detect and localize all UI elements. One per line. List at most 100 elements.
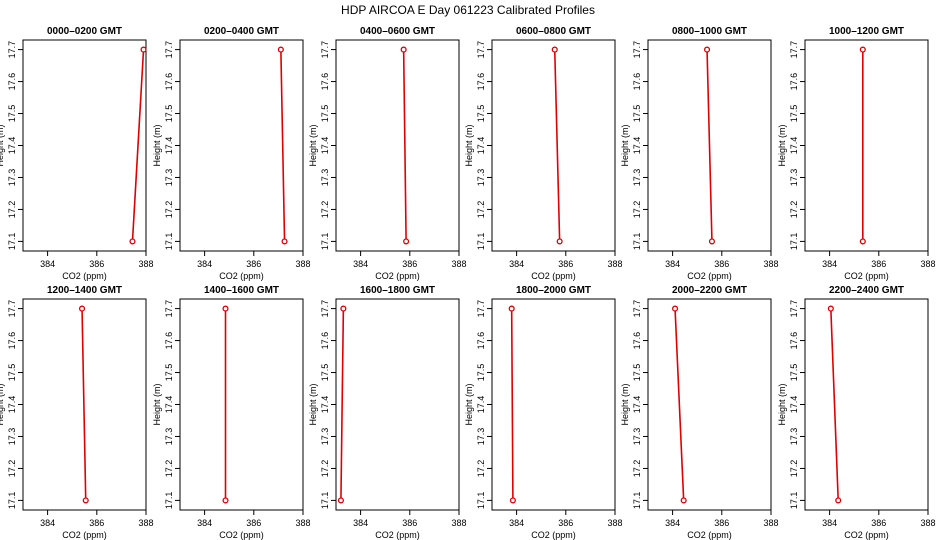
x-tick-label: 388 — [295, 259, 310, 269]
y-tick-label: 17.4 — [164, 396, 174, 414]
profile-panel: 1600–1800 GMT 384 386 388 17.1 17.2 17.3 17.4 17… — [308, 285, 467, 540]
x-axis-label: CO2 (ppm) — [62, 530, 107, 540]
x-tick-label: 388 — [451, 259, 466, 269]
x-axis-label: CO2 (ppm) — [844, 271, 889, 281]
y-tick-label: 17.4 — [632, 137, 642, 155]
y-axis-label: Height (m) — [152, 383, 162, 425]
y-tick-label: 17.3 — [789, 169, 799, 187]
profile-panel: 0200–0400 GMT 384 386 388 17.1 17.2 17.3 17.4 17… — [152, 26, 311, 281]
y-tick-label: 17.6 — [164, 332, 174, 350]
profile-panel: 1400–1600 GMT 384 386 388 17.1 17.2 17.3 17.4 17… — [152, 285, 311, 540]
y-axis-label: Height (m) — [308, 124, 318, 166]
y-tick-label: 17.7 — [632, 41, 642, 59]
y-tick-label: 17.4 — [789, 396, 799, 414]
y-tick-label: 17.4 — [320, 396, 330, 414]
y-tick-label: 17.7 — [320, 300, 330, 318]
x-tick-label: 386 — [558, 518, 573, 528]
x-tick-label: 388 — [138, 259, 153, 269]
y-tick-label: 17.1 — [164, 492, 174, 510]
y-axis-label: Height (m) — [464, 124, 474, 166]
y-axis-label: Height (m) — [464, 383, 474, 425]
profile-panel: 1000–1200 GMT 384 386 388 17.1 17.2 17.3 17.4 17… — [777, 26, 936, 281]
y-tick-label: 17.5 — [476, 105, 486, 123]
profile-line — [706, 49, 713, 242]
x-tick-label: 386 — [89, 259, 104, 269]
y-tick-label: 17.3 — [320, 428, 330, 446]
y-tick-label: 17.6 — [320, 332, 330, 350]
panel-title: 2000–2200 GMT — [672, 285, 747, 296]
plot-frame — [491, 39, 616, 252]
data-point — [340, 305, 347, 312]
x-tick-label: 386 — [558, 259, 573, 269]
profile-line — [81, 308, 87, 501]
x-tick-label: 388 — [295, 518, 310, 528]
panel-title: 1000–1200 GMT — [829, 26, 904, 37]
y-tick-label: 17.5 — [632, 364, 642, 382]
data-point — [281, 238, 288, 245]
y-axis-label: Height (m) — [620, 383, 630, 425]
y-tick-label: 17.2 — [7, 460, 17, 478]
panel-title: 1400–1600 GMT — [204, 285, 279, 296]
profile-panel: 0400–0600 GMT 384 386 388 17.1 17.2 17.3 17.4 17… — [308, 26, 467, 281]
x-tick-label: 388 — [138, 518, 153, 528]
y-tick-label: 17.5 — [7, 364, 17, 382]
x-tick-label: 388 — [763, 518, 778, 528]
y-tick-label: 17.2 — [789, 460, 799, 478]
x-tick-label: 384 — [822, 259, 837, 269]
profile-panel: 1200–1400 GMT 384 386 388 17.1 17.2 17.3 17.4 17… — [0, 285, 154, 540]
x-tick-label: 388 — [763, 259, 778, 269]
profile-panel: 1800–2000 GMT 384 386 388 17.1 17.2 17.3 17.4 17… — [464, 285, 623, 540]
x-axis-label: CO2 (ppm) — [531, 271, 576, 281]
y-axis-label: Height (m) — [152, 124, 162, 166]
profile-line — [674, 308, 685, 501]
panel-title: 0000–0200 GMT — [47, 26, 122, 37]
y-tick-label: 17.2 — [476, 460, 486, 478]
y-tick-label: 17.3 — [632, 169, 642, 187]
x-axis-label: CO2 (ppm) — [375, 530, 420, 540]
x-tick-label: 386 — [871, 518, 886, 528]
y-tick-label: 17.1 — [320, 492, 330, 510]
x-tick-label: 386 — [246, 259, 261, 269]
y-tick-label: 17.4 — [632, 396, 642, 414]
profile-panel: 0000–0200 GMT 384 386 388 17.1 17.2 17.3 17.4 17… — [0, 26, 154, 281]
x-axis-label: CO2 (ppm) — [531, 530, 576, 540]
data-point — [403, 238, 410, 245]
data-point — [859, 46, 866, 53]
x-tick-label: 386 — [714, 259, 729, 269]
y-tick-label: 17.7 — [7, 300, 17, 318]
y-tick-label: 17.2 — [476, 201, 486, 219]
y-tick-label: 17.4 — [476, 137, 486, 155]
profile-line — [340, 308, 345, 501]
data-point — [508, 305, 515, 312]
profile-line — [402, 49, 407, 242]
y-tick-label: 17.3 — [164, 169, 174, 187]
y-tick-label: 17.6 — [632, 73, 642, 91]
y-tick-label: 17.5 — [320, 364, 330, 382]
data-point — [222, 497, 229, 504]
x-axis-label: CO2 (ppm) — [62, 271, 107, 281]
y-tick-label: 17.2 — [320, 460, 330, 478]
plot-frame — [179, 298, 304, 511]
x-axis-label: CO2 (ppm) — [219, 530, 264, 540]
y-tick-label: 17.5 — [164, 364, 174, 382]
x-tick-label: 386 — [246, 518, 261, 528]
x-tick-label: 384 — [40, 518, 55, 528]
panel-title: 2200–2400 GMT — [829, 285, 904, 296]
y-tick-label: 17.2 — [789, 201, 799, 219]
y-tick-label: 17.1 — [7, 233, 17, 251]
x-tick-label: 384 — [665, 518, 680, 528]
y-tick-label: 17.2 — [7, 201, 17, 219]
y-tick-label: 17.7 — [632, 300, 642, 318]
y-tick-label: 17.6 — [476, 332, 486, 350]
y-tick-label: 17.1 — [476, 233, 486, 251]
y-tick-label: 17.6 — [632, 332, 642, 350]
y-tick-label: 17.3 — [632, 428, 642, 446]
data-point — [78, 305, 86, 312]
data-point — [222, 305, 229, 312]
profile-line — [131, 49, 145, 242]
x-tick-label: 388 — [607, 518, 622, 528]
y-tick-label: 17.4 — [7, 396, 17, 414]
panel-title: 1200–1400 GMT — [47, 285, 122, 296]
plot-frame — [804, 39, 929, 252]
data-point — [140, 46, 147, 53]
